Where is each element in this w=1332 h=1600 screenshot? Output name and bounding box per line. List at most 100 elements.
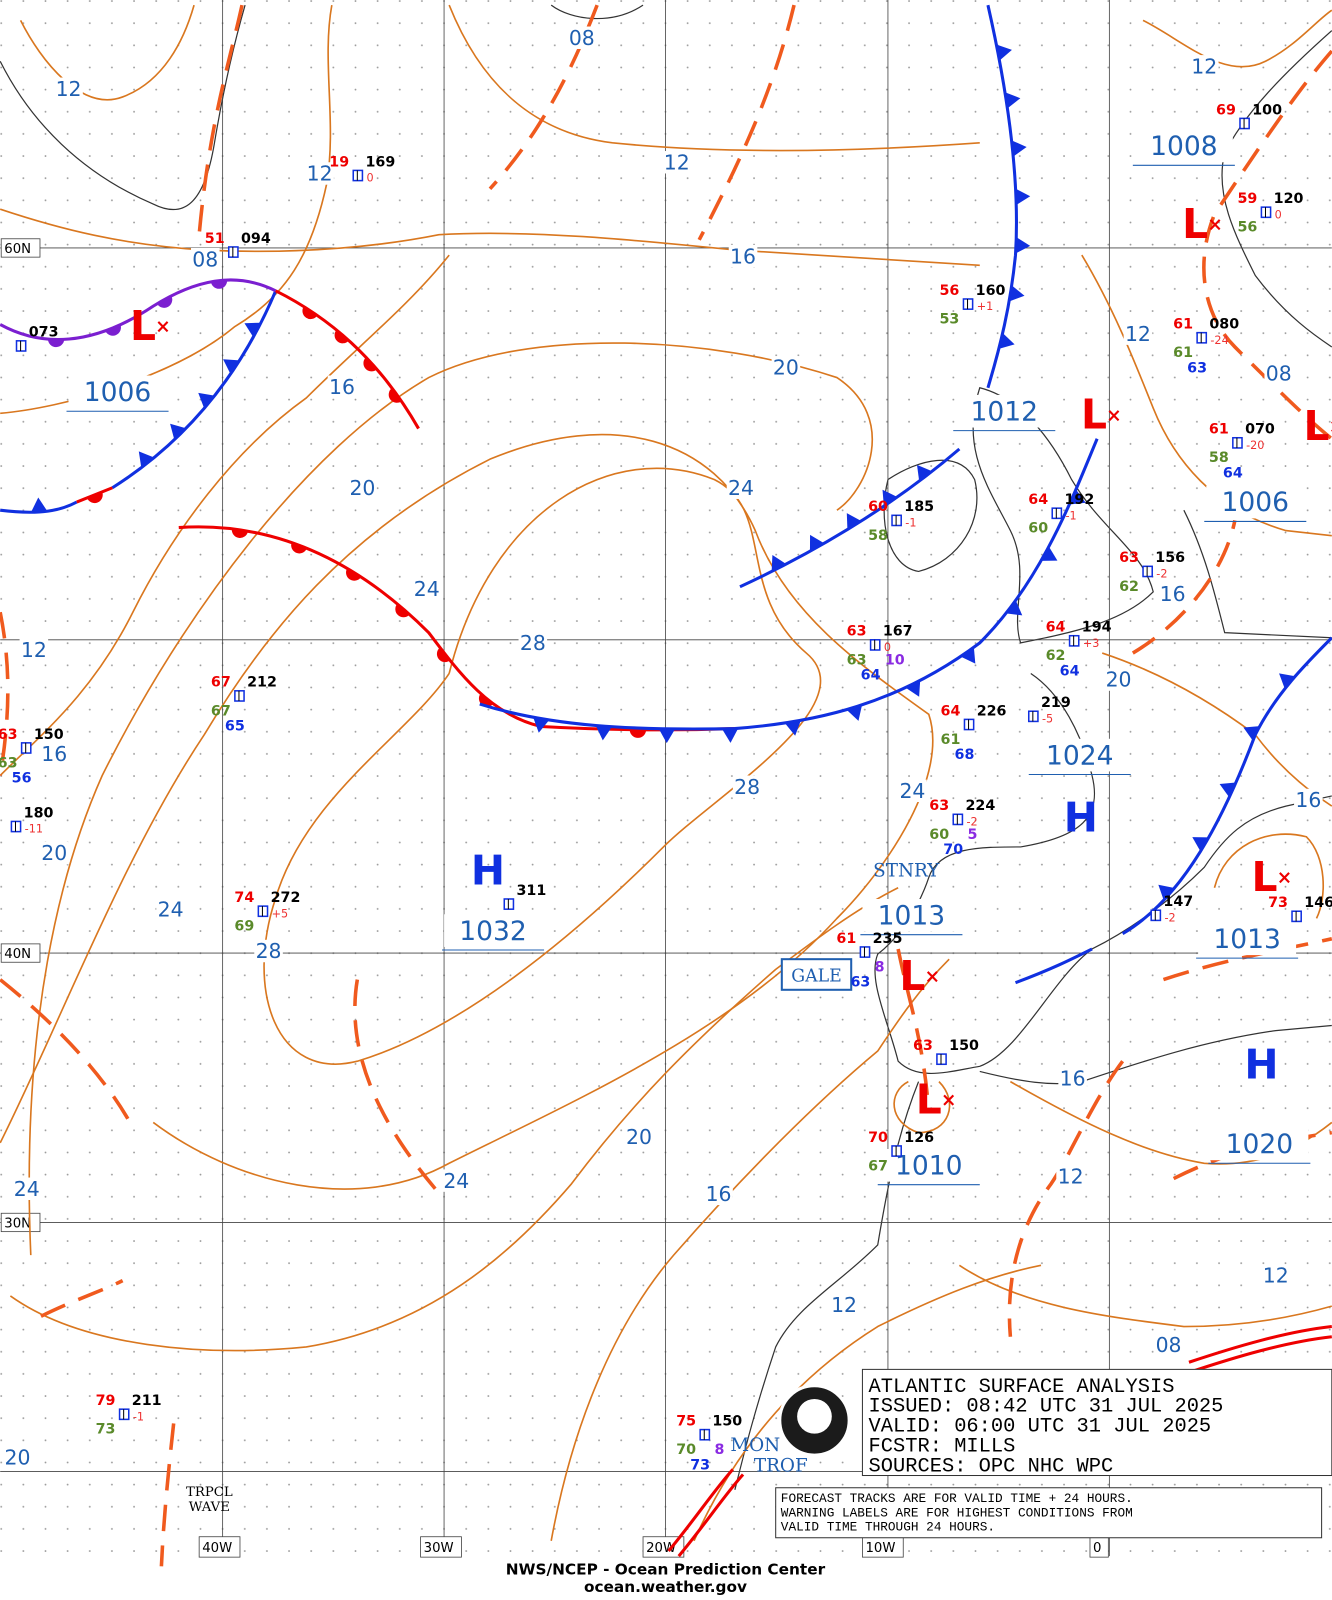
station-dewpoint: 67: [211, 703, 231, 719]
station-temp: 63: [0, 727, 18, 743]
pressure-label: 1020: [1226, 1129, 1293, 1160]
station-pressure: 212: [247, 675, 277, 691]
warm-front-symbol: [47, 339, 65, 348]
station-tendency: +3: [1083, 637, 1100, 650]
trough: [0, 611, 10, 776]
pressure-label: 1032: [459, 916, 526, 947]
isobar: [28, 342, 874, 1256]
cold-front-symbol: [223, 359, 240, 374]
isobar-label-bg: [567, 26, 597, 49]
station-pressure: 146: [1304, 895, 1332, 911]
cold-front-symbol: [1040, 546, 1058, 561]
station-temp: 69: [1216, 102, 1236, 118]
station-pressure: 272: [271, 890, 301, 906]
gale-box: [780, 958, 853, 991]
lat-label: 60N: [4, 242, 31, 257]
station-dewpoint: 69: [234, 919, 254, 935]
station-tendency: 0: [1275, 208, 1282, 221]
trough: [1131, 520, 1237, 655]
isobar-label: 24: [158, 897, 184, 921]
station-temp: 19: [329, 154, 349, 170]
warm-front-symbol: [105, 324, 121, 336]
isobar-label: 20: [41, 841, 67, 865]
warm-front-symbol: [157, 295, 173, 308]
station-tendency: +5: [272, 907, 289, 920]
isobar-label-bg: [327, 375, 357, 398]
isobar-label: 16: [1060, 1067, 1086, 1091]
warm-front-symbol: [231, 528, 249, 539]
cold-front-symbol: [1005, 600, 1023, 616]
logo: [778, 1384, 851, 1457]
warm-front-symbol: [388, 388, 402, 403]
cold-front-symbol: [998, 333, 1015, 349]
warm-front-symbol: [629, 729, 647, 738]
center-mark: ×: [941, 1090, 956, 1111]
isobar-label-bg: [728, 244, 758, 268]
isobar-label-bg: [704, 1182, 733, 1206]
station-sst: 68: [955, 747, 975, 763]
isobar-label-bg: [1058, 1067, 1087, 1090]
isobar-label: 28: [520, 631, 546, 655]
front: [0, 278, 277, 342]
station-temp: 61: [1209, 422, 1229, 438]
station-tendency: -24: [1210, 334, 1228, 347]
isobar-label-bg: [771, 356, 801, 379]
isobar-label: 08: [569, 26, 595, 50]
isobar-label-bg: [305, 162, 334, 185]
pressure-center: L: [1182, 200, 1208, 248]
coastlines: [0, 4, 1332, 1490]
isobar-label: 08: [1266, 362, 1292, 386]
isobar-label-bg: [898, 779, 927, 803]
isobar-label-bg: [1104, 668, 1133, 691]
isobar-label-bg: [624, 1125, 654, 1148]
cold-front-symbol: [784, 720, 801, 736]
station-icon: [1068, 634, 1080, 647]
isobar-label: 16: [329, 375, 355, 399]
feature-label: WAVE: [189, 1500, 230, 1515]
station-temp: 61: [836, 931, 856, 947]
lat-label: 40N: [4, 947, 31, 962]
cold-front-symbol: [170, 423, 186, 440]
isobar: [0, 254, 450, 777]
station-pressure: 226: [977, 703, 1007, 719]
cold-front-symbol: [809, 534, 825, 552]
station-sst: 64: [1060, 664, 1080, 680]
station-pressure: 150: [712, 1414, 742, 1430]
station-tendency: -20: [1246, 439, 1264, 452]
pressure-label: 1010: [895, 1150, 962, 1181]
station-pressure: 167: [883, 624, 913, 640]
isobar-label: 20: [626, 1125, 652, 1149]
station-pressure: 073: [29, 325, 59, 341]
warm-front-symbol: [395, 603, 410, 618]
info-line: FCSTR: MILLS: [869, 1436, 1016, 1459]
cold-front-symbol: [1192, 837, 1209, 852]
info-line: ISSUED: 08:42 UTC 31 JUL 2025: [869, 1396, 1224, 1419]
trough: [896, 948, 931, 1113]
isobar-label-bg: [1261, 1264, 1290, 1287]
isobar-label: 12: [1058, 1165, 1084, 1189]
station-dewpoint: 56: [1237, 220, 1257, 236]
isobar-label-bg: [1264, 362, 1294, 385]
trough: [353, 979, 446, 1201]
station-sst: 70: [943, 842, 963, 858]
warm-front-symbol: [302, 306, 318, 320]
pressure-label-bg: [1198, 922, 1297, 956]
isobar-label-bg: [19, 638, 49, 662]
trough: [697, 4, 796, 241]
station-icon: [869, 639, 881, 651]
station-temp: 75: [676, 1414, 696, 1430]
isobar-label-bg: [412, 577, 441, 600]
pressure-label-bg: [955, 394, 1054, 428]
lon-label: 0: [1093, 1541, 1101, 1556]
station-pressure: 169: [365, 154, 395, 170]
station-pressure: 156: [1155, 550, 1185, 566]
lon-label-box: [198, 1536, 241, 1558]
station-temp: 61: [1173, 317, 1193, 333]
isobar-label: 20: [349, 476, 375, 500]
front: [1014, 947, 1093, 985]
isobar: [958, 1264, 1332, 1328]
pressure-center: L: [1251, 853, 1277, 901]
pressure-label-bg: [1206, 485, 1305, 519]
